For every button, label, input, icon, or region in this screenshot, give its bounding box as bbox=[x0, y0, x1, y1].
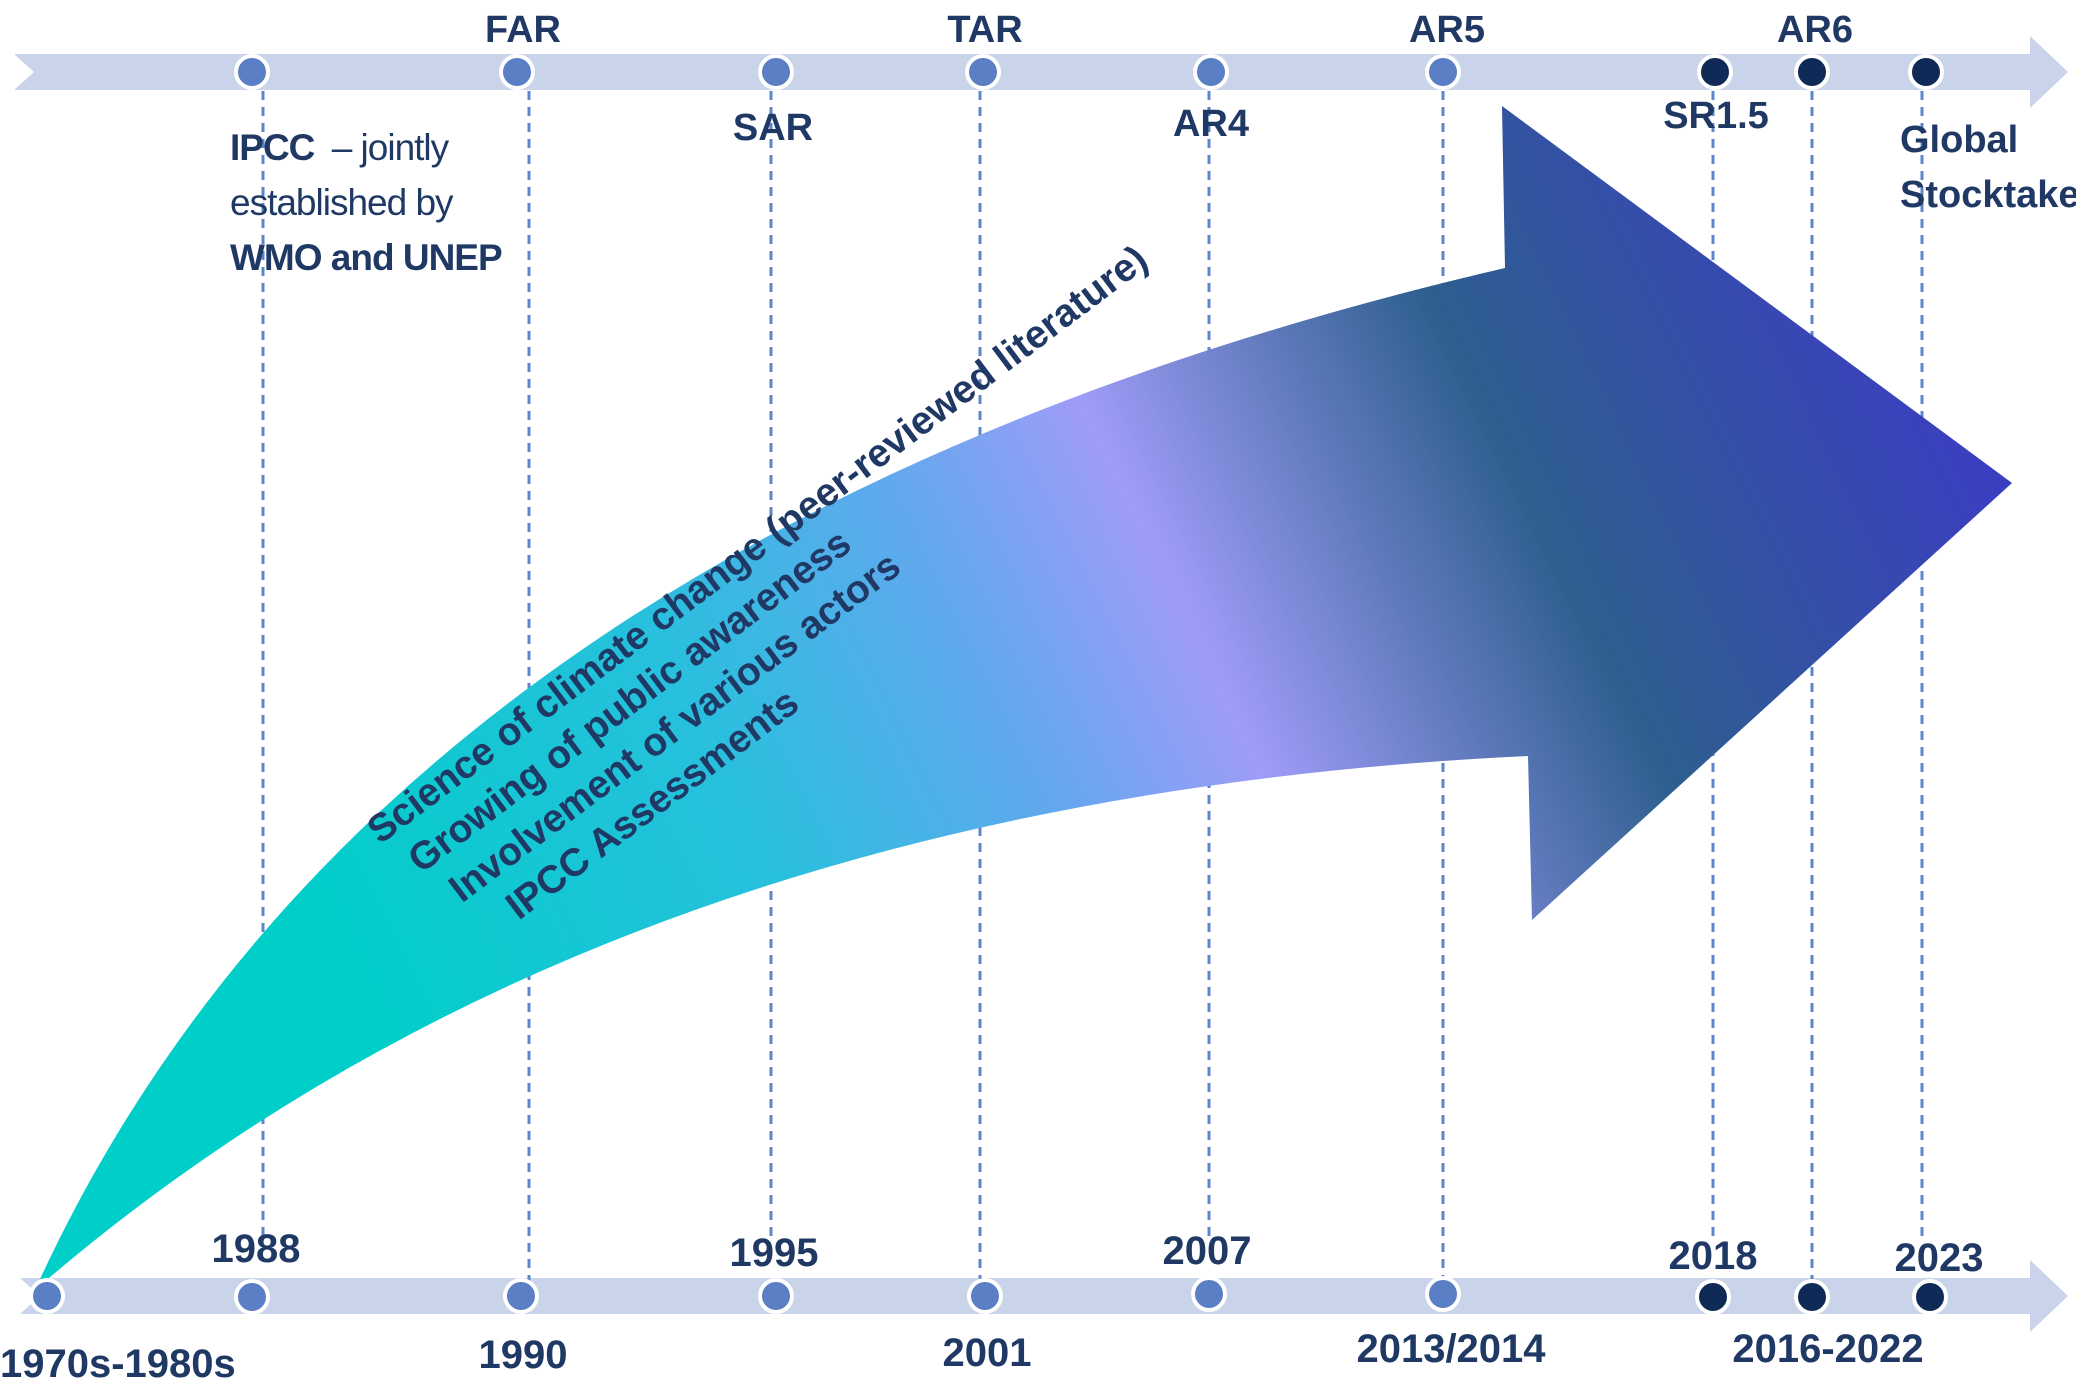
top-dots bbox=[234, 54, 1944, 90]
label-2007: 2007 bbox=[1163, 1229, 1252, 1273]
label-2001: 2001 bbox=[943, 1331, 1032, 1375]
bottom-dot-2001 bbox=[967, 1278, 1003, 1314]
top-dot-1995 bbox=[758, 54, 794, 90]
label-1988: 1988 bbox=[212, 1227, 301, 1271]
label-far: FAR bbox=[485, 9, 561, 51]
label-ar4: AR4 bbox=[1173, 103, 1249, 145]
top-dot-2023 bbox=[1908, 54, 1944, 90]
label-2018: 2018 bbox=[1669, 1234, 1758, 1278]
top-dot-2013 bbox=[1425, 54, 1461, 90]
ipcc-note-bold: IPCC bbox=[230, 127, 315, 168]
label-sr15: SR1.5 bbox=[1663, 95, 1769, 137]
ipcc-note-line3: WMO and UNEP bbox=[230, 237, 502, 278]
ipcc-note-jointly: – jointly bbox=[332, 127, 450, 168]
bottom-dot-2007 bbox=[1191, 1276, 1227, 1312]
label-1990: 1990 bbox=[479, 1333, 568, 1377]
label-2023: 2023 bbox=[1895, 1236, 1984, 1280]
bottom-dots bbox=[29, 1276, 1948, 1315]
top-dot-1990 bbox=[499, 54, 535, 90]
bottom-dot-2023 bbox=[1912, 1279, 1948, 1315]
bottom-dot-1995 bbox=[758, 1278, 794, 1314]
bottom-timeline-bar bbox=[20, 1260, 2068, 1332]
top-dot-2001 bbox=[965, 54, 1001, 90]
progress-arrow bbox=[35, 106, 2012, 1290]
label-tar: TAR bbox=[947, 9, 1022, 51]
bottom-dot-2013 bbox=[1425, 1276, 1461, 1312]
label-ar6: AR6 bbox=[1777, 9, 1853, 51]
label-ar5: AR5 bbox=[1409, 9, 1485, 51]
top-dot-2018 bbox=[1697, 54, 1733, 90]
label-sar: SAR bbox=[733, 107, 813, 149]
bottom-dot-1988 bbox=[234, 1279, 270, 1315]
bottom-dot-1970s bbox=[29, 1278, 65, 1314]
label-1995: 1995 bbox=[730, 1231, 819, 1275]
ipcc-note-line1: IPCC – jointly bbox=[230, 127, 450, 168]
top-dot-2007 bbox=[1193, 54, 1229, 90]
label-global: Global bbox=[1900, 119, 2018, 161]
top-dot-2016 bbox=[1794, 54, 1830, 90]
top-dot-1988 bbox=[234, 54, 270, 90]
bottom-dot-2016 bbox=[1794, 1279, 1830, 1315]
label-2013-2014: 2013/2014 bbox=[1356, 1327, 1546, 1371]
top-timeline-bar bbox=[14, 36, 2068, 108]
label-stocktake: Stocktake bbox=[1900, 174, 2076, 216]
label-2016-2022: 2016-2022 bbox=[1732, 1327, 1923, 1371]
label-1970s-1980s: 1970s-1980s bbox=[0, 1342, 236, 1383]
bottom-dot-1990 bbox=[503, 1278, 539, 1314]
ipcc-note-line2: established by bbox=[230, 182, 454, 223]
bottom-dot-2018 bbox=[1695, 1279, 1731, 1315]
